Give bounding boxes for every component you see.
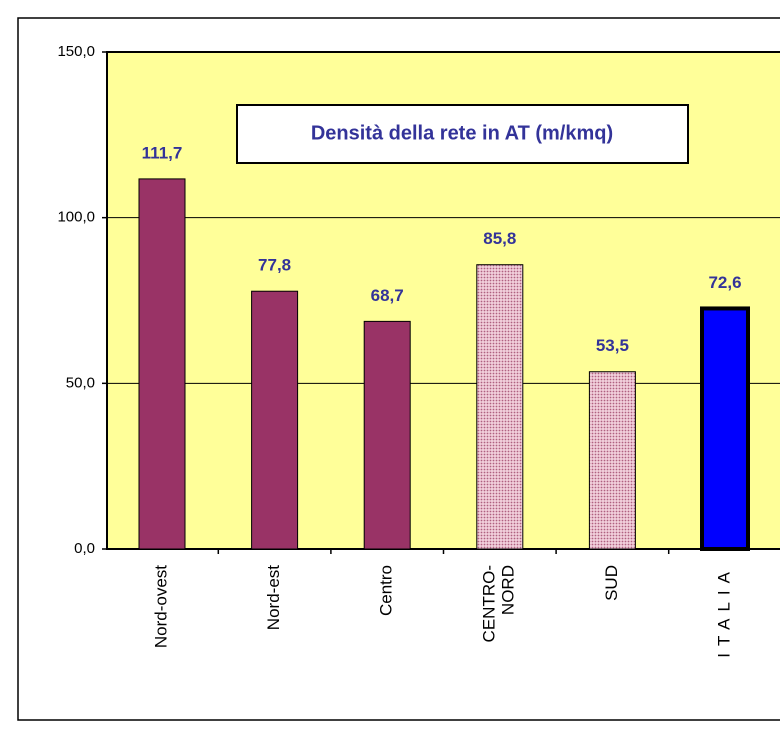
- bar: [476, 264, 524, 550]
- x-tick-label: Nord-ovest: [151, 565, 170, 648]
- value-label: 72,6: [708, 273, 741, 292]
- x-tick-label: Centro: [377, 565, 396, 616]
- x-tick-label: ITALIA: [714, 565, 733, 658]
- bar: [251, 290, 299, 550]
- y-tick-label: 100,0: [57, 209, 95, 226]
- bar: [588, 371, 636, 550]
- x-tick-label: CENTRO-NORD: [480, 565, 518, 642]
- value-label: 53,5: [596, 336, 629, 355]
- x-tick-label: SUD: [602, 565, 621, 601]
- bar: [700, 306, 750, 551]
- x-tick-label: Nord-est: [264, 565, 283, 630]
- y-tick-label: 0,0: [74, 540, 95, 557]
- bar: [363, 320, 411, 550]
- chart-title: Densità della rete in AT (m/kmq): [311, 122, 613, 144]
- y-tick-label: 50,0: [66, 374, 95, 391]
- value-label: 68,7: [371, 286, 404, 305]
- bar: [138, 178, 186, 550]
- value-label: 111,7: [142, 143, 183, 162]
- y-tick-label: 150,0: [57, 43, 95, 60]
- value-label: 85,8: [483, 229, 516, 248]
- title-box: [236, 104, 689, 164]
- value-label: 77,8: [258, 256, 291, 275]
